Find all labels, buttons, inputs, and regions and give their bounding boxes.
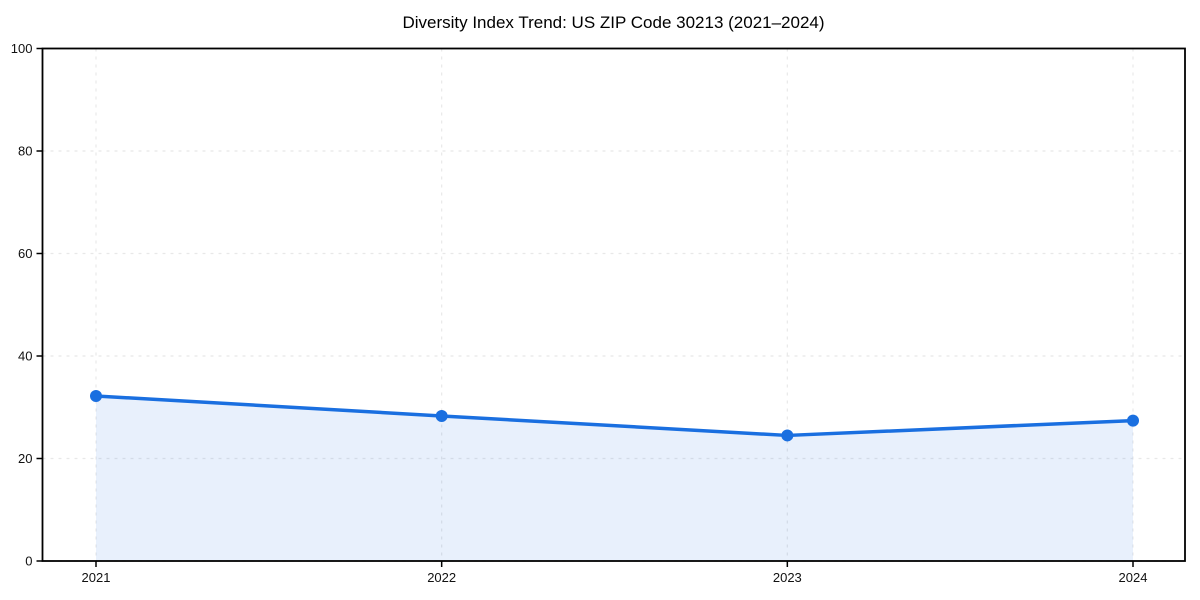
data-point [1127,414,1139,427]
trend-line [94,394,1135,438]
x-tick-label: 2022 [427,570,456,585]
y-tick-label: 80 [18,144,32,159]
y-tick-label: 0 [25,554,32,569]
y-tick-label: 60 [18,246,32,261]
axes-frame [41,47,1186,562]
x-tick-label: 2021 [82,570,111,585]
chart-title: Diversity Index Trend: US ZIP Code 30213… [402,13,825,32]
y-tick-label: 100 [11,41,33,56]
y-tick-label: 20 [18,451,32,466]
data-point [781,429,794,442]
data-point [90,389,102,402]
y-tick-label: 40 [18,349,32,364]
data-point [435,409,448,422]
x-tick-label: 2023 [773,570,802,585]
area-fill [96,395,1133,561]
x-tick-label: 2024 [1119,570,1148,585]
